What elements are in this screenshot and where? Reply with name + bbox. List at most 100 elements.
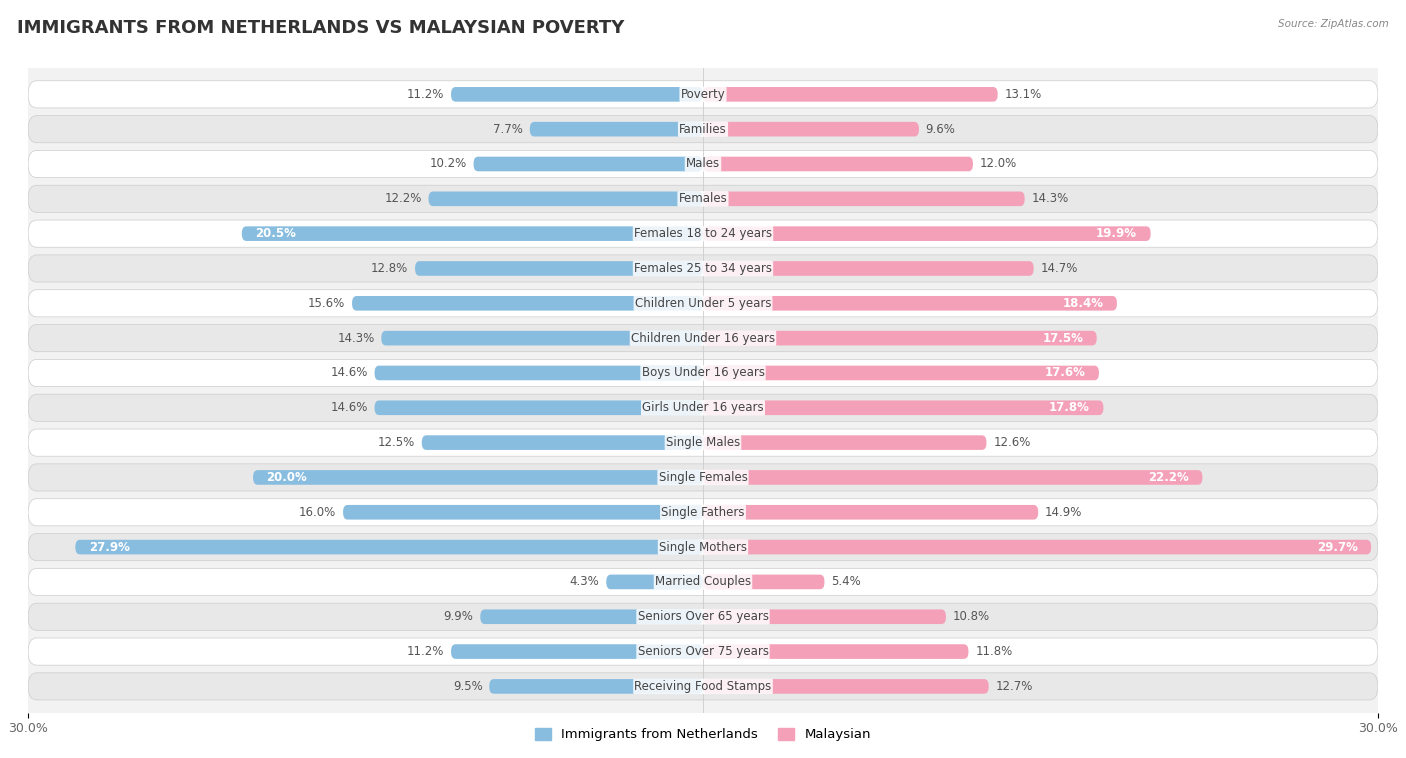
Text: Single Mothers: Single Mothers	[659, 540, 747, 553]
Text: Males: Males	[686, 158, 720, 171]
FancyBboxPatch shape	[28, 394, 1378, 421]
Text: Single Females: Single Females	[658, 471, 748, 484]
Text: 13.1%: 13.1%	[1004, 88, 1042, 101]
Text: 12.0%: 12.0%	[980, 158, 1017, 171]
FancyBboxPatch shape	[28, 568, 1378, 596]
FancyBboxPatch shape	[606, 575, 703, 589]
Text: Married Couples: Married Couples	[655, 575, 751, 588]
Text: 11.8%: 11.8%	[976, 645, 1012, 658]
FancyBboxPatch shape	[28, 81, 1378, 108]
FancyBboxPatch shape	[703, 644, 969, 659]
FancyBboxPatch shape	[374, 365, 703, 381]
FancyBboxPatch shape	[76, 540, 703, 554]
FancyBboxPatch shape	[703, 296, 1116, 311]
FancyBboxPatch shape	[451, 87, 703, 102]
Text: 19.9%: 19.9%	[1097, 227, 1137, 240]
Text: 11.2%: 11.2%	[406, 88, 444, 101]
FancyBboxPatch shape	[703, 122, 920, 136]
Text: 12.6%: 12.6%	[993, 436, 1031, 449]
Text: 12.5%: 12.5%	[378, 436, 415, 449]
FancyBboxPatch shape	[530, 122, 703, 136]
Text: Families: Families	[679, 123, 727, 136]
Text: 7.7%: 7.7%	[494, 123, 523, 136]
Text: 20.5%: 20.5%	[256, 227, 297, 240]
FancyBboxPatch shape	[415, 262, 703, 276]
Text: 17.6%: 17.6%	[1045, 366, 1085, 380]
FancyBboxPatch shape	[352, 296, 703, 311]
FancyBboxPatch shape	[28, 115, 1378, 143]
Text: 12.8%: 12.8%	[371, 262, 408, 275]
FancyBboxPatch shape	[703, 575, 824, 589]
FancyBboxPatch shape	[451, 644, 703, 659]
FancyBboxPatch shape	[28, 534, 1378, 561]
FancyBboxPatch shape	[422, 435, 703, 450]
FancyBboxPatch shape	[28, 638, 1378, 666]
Text: 15.6%: 15.6%	[308, 297, 346, 310]
Text: Source: ZipAtlas.com: Source: ZipAtlas.com	[1278, 19, 1389, 29]
Text: 12.2%: 12.2%	[384, 193, 422, 205]
FancyBboxPatch shape	[28, 464, 1378, 491]
Text: 17.5%: 17.5%	[1042, 332, 1083, 345]
Text: 22.2%: 22.2%	[1149, 471, 1189, 484]
Text: Children Under 5 years: Children Under 5 years	[634, 297, 772, 310]
Text: Children Under 16 years: Children Under 16 years	[631, 332, 775, 345]
Text: 5.4%: 5.4%	[831, 575, 860, 588]
Text: 12.7%: 12.7%	[995, 680, 1033, 693]
FancyBboxPatch shape	[381, 330, 703, 346]
Text: 17.8%: 17.8%	[1049, 401, 1090, 415]
Text: 14.3%: 14.3%	[337, 332, 374, 345]
FancyBboxPatch shape	[474, 157, 703, 171]
Text: 10.2%: 10.2%	[430, 158, 467, 171]
FancyBboxPatch shape	[28, 603, 1378, 631]
FancyBboxPatch shape	[28, 673, 1378, 700]
Text: 20.0%: 20.0%	[267, 471, 308, 484]
FancyBboxPatch shape	[343, 505, 703, 519]
Text: Receiving Food Stamps: Receiving Food Stamps	[634, 680, 772, 693]
Text: 14.3%: 14.3%	[1032, 193, 1069, 205]
FancyBboxPatch shape	[28, 429, 1378, 456]
FancyBboxPatch shape	[703, 540, 1371, 554]
FancyBboxPatch shape	[703, 470, 1202, 485]
FancyBboxPatch shape	[703, 365, 1099, 381]
FancyBboxPatch shape	[28, 185, 1378, 212]
Text: 29.7%: 29.7%	[1317, 540, 1358, 553]
FancyBboxPatch shape	[28, 150, 1378, 177]
Text: 10.8%: 10.8%	[953, 610, 990, 623]
FancyBboxPatch shape	[703, 262, 1033, 276]
FancyBboxPatch shape	[429, 192, 703, 206]
FancyBboxPatch shape	[703, 505, 1038, 519]
FancyBboxPatch shape	[253, 470, 703, 485]
FancyBboxPatch shape	[489, 679, 703, 694]
Text: Females 25 to 34 years: Females 25 to 34 years	[634, 262, 772, 275]
Text: Boys Under 16 years: Boys Under 16 years	[641, 366, 765, 380]
FancyBboxPatch shape	[703, 227, 1150, 241]
FancyBboxPatch shape	[242, 227, 703, 241]
Text: 9.9%: 9.9%	[444, 610, 474, 623]
Text: 14.6%: 14.6%	[330, 401, 368, 415]
Text: Girls Under 16 years: Girls Under 16 years	[643, 401, 763, 415]
Text: 14.6%: 14.6%	[330, 366, 368, 380]
Text: 14.9%: 14.9%	[1045, 506, 1083, 518]
Text: 4.3%: 4.3%	[569, 575, 599, 588]
Text: 18.4%: 18.4%	[1063, 297, 1104, 310]
FancyBboxPatch shape	[703, 435, 987, 450]
Text: 14.7%: 14.7%	[1040, 262, 1078, 275]
FancyBboxPatch shape	[703, 400, 1104, 415]
FancyBboxPatch shape	[703, 157, 973, 171]
FancyBboxPatch shape	[28, 324, 1378, 352]
Text: Seniors Over 75 years: Seniors Over 75 years	[637, 645, 769, 658]
Text: 27.9%: 27.9%	[89, 540, 129, 553]
FancyBboxPatch shape	[28, 220, 1378, 247]
FancyBboxPatch shape	[703, 679, 988, 694]
Text: 11.2%: 11.2%	[406, 645, 444, 658]
Text: 9.5%: 9.5%	[453, 680, 482, 693]
Legend: Immigrants from Netherlands, Malaysian: Immigrants from Netherlands, Malaysian	[536, 728, 870, 741]
FancyBboxPatch shape	[481, 609, 703, 624]
Text: Single Fathers: Single Fathers	[661, 506, 745, 518]
Text: Females 18 to 24 years: Females 18 to 24 years	[634, 227, 772, 240]
FancyBboxPatch shape	[28, 290, 1378, 317]
FancyBboxPatch shape	[703, 87, 998, 102]
Text: Single Males: Single Males	[666, 436, 740, 449]
Text: IMMIGRANTS FROM NETHERLANDS VS MALAYSIAN POVERTY: IMMIGRANTS FROM NETHERLANDS VS MALAYSIAN…	[17, 19, 624, 37]
FancyBboxPatch shape	[703, 192, 1025, 206]
